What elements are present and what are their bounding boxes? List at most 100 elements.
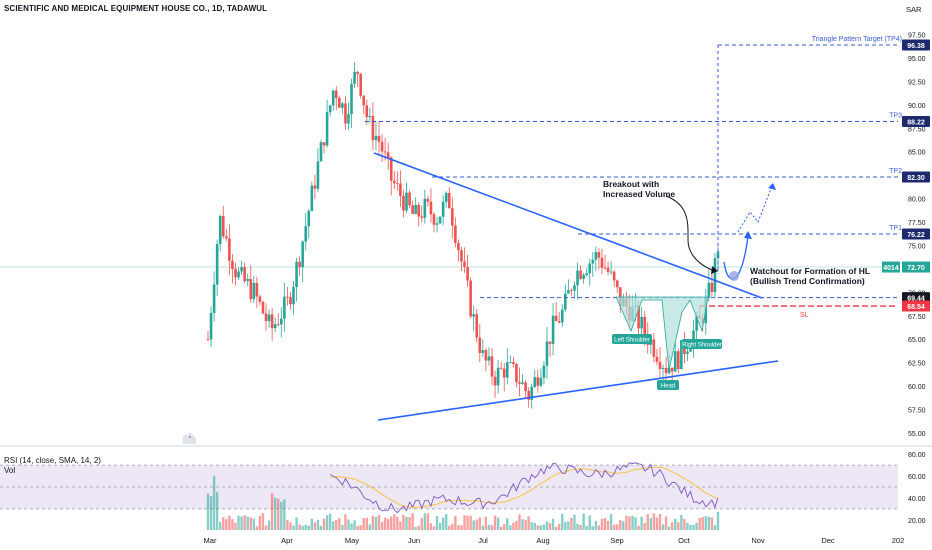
volume-bar (515, 520, 518, 530)
volume-bar (524, 519, 527, 530)
price-tick-label: 65.00 (908, 337, 926, 344)
candle-body (661, 367, 665, 369)
volume-bar (264, 525, 268, 530)
candle-body (429, 201, 433, 215)
candle-body (670, 367, 674, 372)
candle-body (252, 282, 256, 300)
candle-body (420, 216, 424, 218)
candle-body (518, 382, 521, 384)
candle-body (331, 90, 335, 106)
candle-body (472, 314, 475, 317)
volume-bar (344, 514, 347, 530)
volume-label[interactable]: Vol (4, 466, 16, 475)
volume-bar (564, 522, 567, 530)
volume-bar (209, 496, 213, 530)
volume-bar (493, 515, 497, 530)
volume-bar (377, 514, 381, 530)
volume-bar (518, 514, 521, 530)
volume-bar (655, 517, 659, 530)
volume-bar (426, 513, 430, 530)
volume-bar (612, 524, 616, 530)
candle-body (240, 267, 243, 272)
candle-body (368, 115, 372, 117)
chart-title: SCIENTIFIC AND MEDICAL EQUIPMENT HOUSE C… (4, 4, 268, 13)
volume-bar (628, 516, 631, 530)
time-tick-label: Mar (204, 536, 217, 545)
price-pane: Triangle Pattern Target (TP4) TP3 TP2 TP1 SL… (0, 36, 902, 421)
annotation-watchout-line1: Watchout for Formation of HL (750, 266, 870, 276)
volume-bar (579, 524, 582, 530)
price-tick-label: 90.00 (908, 103, 926, 110)
level-name: Triangle Pattern Target (TP4) (812, 36, 902, 43)
candle-body (298, 261, 301, 268)
candle-body (359, 73, 362, 96)
candle-body (576, 270, 579, 286)
volume-bar (240, 516, 243, 530)
candle-body (591, 259, 595, 264)
volume-bar (640, 516, 643, 530)
candle-body (417, 205, 421, 217)
candle-body (579, 270, 582, 279)
candle-body (512, 362, 515, 364)
candle-body (499, 367, 503, 369)
annotation-breakout-line1: Breakout with (603, 179, 659, 189)
rsi-axis[interactable]: 80.00 60.00 40.00 20.00 (908, 452, 926, 525)
candle-body (212, 284, 216, 313)
volume-bar (414, 526, 417, 530)
volume-bar (551, 518, 555, 530)
volume-bar (658, 513, 662, 530)
volume-bar (270, 493, 274, 530)
candle-body (319, 142, 323, 162)
candle-body (276, 324, 280, 326)
svg-text:Left Shoulder: Left Shoulder (614, 338, 650, 344)
price-levels: Triangle Pattern Target (TP4) TP3 TP2 TP1 SL (365, 36, 902, 319)
candle-body (273, 324, 277, 329)
volume-bar (631, 515, 634, 530)
candle-body (313, 185, 317, 189)
volume-bar (557, 523, 561, 530)
volume-bar (554, 526, 558, 530)
volume-bar (319, 525, 323, 530)
volume-bar (637, 525, 640, 530)
left-shoulder-label: Left Shoulder (612, 334, 652, 344)
price-tick-label: 87.50 (908, 126, 926, 133)
volume-bar (234, 522, 237, 530)
volume-bar (399, 521, 402, 530)
candle-body (457, 242, 460, 251)
candle-body (695, 316, 698, 331)
candle-body (231, 260, 234, 270)
volume-bar (356, 526, 359, 530)
volume-bar (328, 513, 332, 530)
svg-text:Right Shoulder: Right Shoulder (682, 343, 722, 349)
volume-bar (573, 514, 576, 530)
candle-body (466, 266, 469, 281)
candle-body (279, 318, 283, 325)
volume-bar (350, 523, 353, 530)
rsi-label[interactable]: RSI (14, close, SMA, 14, 2) (4, 456, 101, 465)
candle-body (432, 214, 436, 225)
candle-body (527, 391, 530, 400)
volume-bar (362, 518, 365, 530)
volume-bar (478, 517, 481, 530)
volume-bar (481, 525, 485, 530)
candle-body (325, 112, 329, 146)
candle-body (502, 368, 506, 378)
volume-bar (423, 513, 427, 530)
volume-bar (616, 524, 619, 530)
last-volume-tag (882, 261, 900, 273)
volume-bar (390, 516, 393, 530)
candle-body (225, 236, 228, 239)
candle-body (270, 314, 274, 329)
volume-bar (405, 516, 408, 530)
volume-bar (689, 524, 692, 530)
rsi-tick-label: 40.00 (908, 496, 926, 503)
candle-body (341, 103, 344, 108)
candle-body (328, 105, 332, 113)
volume-bar (280, 501, 283, 530)
head-label: Head (657, 380, 679, 390)
candle-body (374, 135, 378, 141)
time-axis[interactable]: Mar Apr May Jun Jul Aug Sep Oct Nov Dec 202 (204, 536, 905, 545)
volume-bar (435, 515, 439, 530)
candle-body (402, 195, 405, 211)
